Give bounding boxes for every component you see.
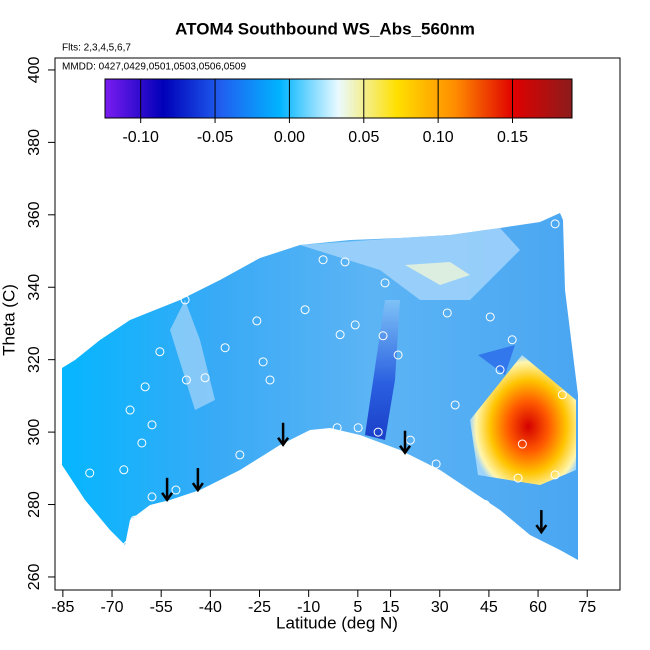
observation-point [335, 330, 345, 340]
x-tick-label: 60 [529, 599, 547, 616]
arrow-head [398, 445, 412, 455]
observation-point [235, 450, 245, 460]
observation-point [119, 465, 129, 475]
observation-point [147, 492, 157, 502]
arrow [277, 422, 290, 447]
observation-point [200, 373, 210, 383]
x-tick-label: -25 [248, 599, 271, 616]
observation-point [318, 255, 328, 265]
observation-point [85, 468, 95, 478]
observation-point [265, 375, 275, 385]
light-patch [300, 228, 520, 300]
arrow [535, 510, 548, 535]
observation-point [155, 347, 165, 357]
pale-patch [405, 262, 470, 285]
x-axis-label: Latitude (deg N) [276, 613, 398, 632]
colorbar-tick-label: -0.05 [197, 129, 234, 146]
x-tick-label: -40 [199, 599, 222, 616]
observation-point [123, 540, 133, 550]
x-tick-label: 75 [578, 599, 596, 616]
arrow-head [535, 524, 548, 535]
observation-point [557, 390, 567, 400]
arrow-head [191, 482, 204, 493]
observation-point [378, 331, 388, 341]
observation-point [517, 439, 527, 449]
y-tick-label: 380 [26, 129, 43, 156]
observation-point [442, 308, 452, 318]
x-tick-label: 5 [353, 599, 362, 616]
observation-point [513, 473, 523, 483]
colorbar [104, 78, 573, 119]
arrow [398, 430, 412, 455]
y-axis-label: Theta (C) [0, 284, 18, 356]
arrow-head [161, 492, 174, 502]
x-tick-label: 30 [431, 599, 449, 616]
y-tick-label: 280 [26, 491, 43, 518]
y-tick-label: 400 [26, 57, 43, 84]
observation-point [171, 485, 181, 495]
observation-point [181, 375, 191, 385]
colorbar-tick-label: 0.15 [497, 129, 528, 146]
x-tick-label: 45 [480, 599, 498, 616]
observation-point [130, 515, 140, 525]
observation-point [550, 470, 560, 480]
colorbar-tick-label: 0.05 [348, 129, 379, 146]
observation-point [550, 219, 560, 229]
arrow [191, 468, 204, 493]
low-streak [365, 300, 400, 440]
chart-title: ATOM4 Southbound WS_Abs_560nm [175, 19, 475, 38]
observation-point [140, 382, 150, 392]
subtitle: Flts: 2,3,4,5,6,7 [62, 43, 131, 54]
observation-point [340, 257, 350, 267]
x-tick-label: 15 [382, 599, 400, 616]
x-tick-label: -85 [51, 599, 74, 616]
observation-point [252, 316, 262, 326]
x-tick-label: -55 [150, 599, 173, 616]
ridge [170, 300, 215, 410]
colorbar-tick-label: 0.10 [423, 129, 454, 146]
observation-point [332, 423, 342, 433]
x-tick-label: -70 [100, 599, 123, 616]
observation-point [507, 335, 517, 345]
y-tick-label: 340 [26, 274, 43, 301]
observation-point [258, 357, 268, 367]
observation-point [450, 400, 460, 410]
observation-point [480, 500, 490, 510]
arrow [161, 477, 174, 502]
y-tick-label: 300 [26, 419, 43, 446]
observation-point [353, 423, 363, 433]
colorbar-tick-label: 0.00 [274, 129, 305, 146]
observation-point [125, 405, 135, 415]
observation-point [300, 305, 310, 315]
observation-point [495, 365, 505, 375]
y-tick-label: 260 [26, 564, 43, 591]
arrow-head [277, 437, 290, 447]
plot-frame [54, 57, 621, 591]
hot-spot [470, 355, 576, 485]
x-tick-label: -10 [297, 599, 320, 616]
annotation: MMDD: 0427,0429,0501,0503,0506,0509 [62, 62, 246, 73]
observation-point [431, 459, 441, 469]
observation-point [373, 427, 383, 437]
observation-point [220, 343, 230, 353]
observation-point [147, 420, 157, 430]
observation-point [393, 350, 403, 360]
blue-spot [478, 345, 515, 375]
y-tick-label: 360 [26, 201, 43, 228]
field [62, 213, 578, 560]
observation-point [350, 320, 360, 330]
observation-point [485, 312, 495, 322]
observation-point [380, 278, 390, 288]
observation-point [137, 438, 147, 448]
y-tick-label: 320 [26, 346, 43, 373]
observation-point [180, 295, 190, 305]
colorbar-tick-label: -0.10 [122, 129, 159, 146]
